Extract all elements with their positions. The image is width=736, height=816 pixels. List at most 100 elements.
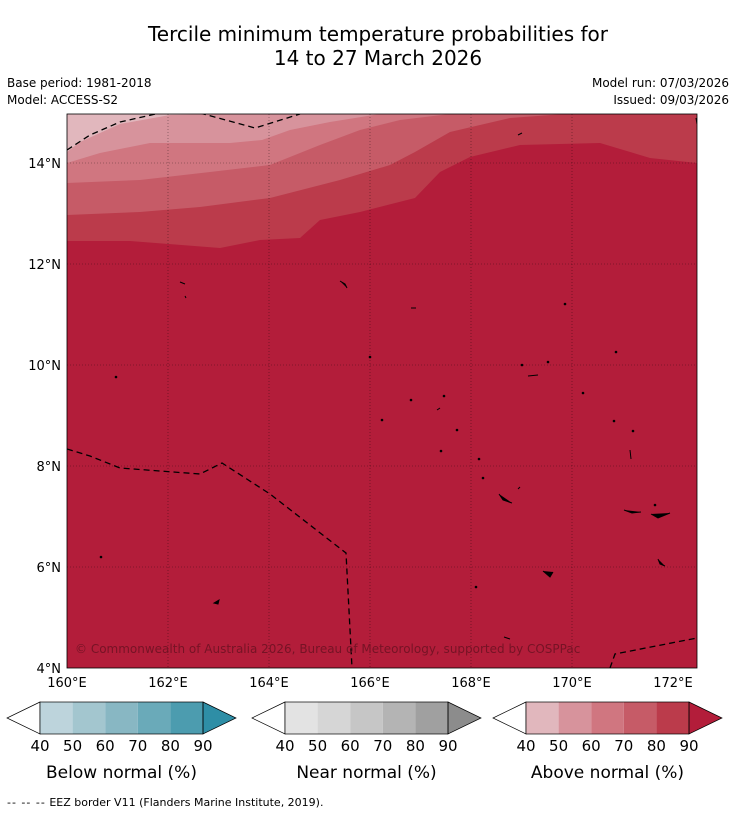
colorbars: 40 50 60 70 80 90 Below normal (%) 40 50 60 70 80 90… (6, 701, 723, 783)
colorbar-title: Below normal (%) (46, 763, 197, 783)
colorbar-tick-label: 60 (341, 737, 360, 755)
island (614, 350, 618, 354)
eez-border-southeast (609, 637, 697, 668)
colorbar-tick-label: 70 (373, 737, 392, 755)
colorbar-tick-label: 40 (516, 737, 535, 755)
contour-40 (67, 114, 215, 152)
meta-right: Model run: 07/03/2026 Issued: 09/03/2026 (592, 75, 729, 109)
colorbar-segment (382, 702, 416, 734)
colorbar-tick-label: 90 (193, 737, 212, 755)
colorbar-segment (558, 702, 592, 734)
lon-label-164e: 164°E (249, 676, 289, 691)
island (517, 132, 523, 136)
colorbar-segment (591, 702, 624, 734)
island (498, 493, 513, 504)
island (657, 558, 666, 567)
colorbar-title: Near normal (%) (296, 763, 436, 783)
colorbar-below: 40 50 60 70 80 90 Below normal (%) (6, 701, 237, 783)
colorbar-tick-label: 90 (679, 737, 698, 755)
map-frame (66, 113, 698, 669)
island (184, 295, 187, 299)
meta-left: Base period: 1981-2018 Model: ACCESS-S2 (7, 75, 152, 109)
lon-labels: 160°E 162°E 164°E 166°E 168°E 170°E 172°… (47, 676, 693, 691)
colorbar-extension-low (492, 701, 527, 735)
colorbar-segment (285, 702, 318, 734)
title-line-1: Tercile minimum temperature probabilitie… (147, 22, 609, 46)
island (563, 302, 567, 306)
colorbar-segment (350, 702, 383, 734)
lon-label-172e: 172°E (653, 676, 693, 691)
colorbar-segment (623, 702, 657, 734)
island (179, 281, 186, 285)
footer-legend: -- -- -- EEZ border V11 (Flanders Marine… (7, 796, 323, 809)
colorbar-tick-label: 40 (30, 737, 49, 755)
lat-label-4n: 4°N (37, 662, 62, 677)
colorbar-tick-label: 80 (406, 737, 425, 755)
island (653, 503, 657, 507)
colorbar-tick-label: 50 (549, 737, 568, 755)
lon-label-162e: 162°E (148, 676, 188, 691)
island (114, 375, 118, 379)
island (581, 391, 585, 395)
colorbar-tick-label: 70 (128, 737, 147, 755)
colorbar-tick-label: 70 (614, 737, 633, 755)
lon-label-166e: 166°E (350, 676, 390, 691)
issued-date: Issued: 09/03/2026 (613, 93, 729, 107)
island (474, 585, 478, 589)
island (631, 429, 635, 433)
island (629, 449, 632, 460)
colorbar-title: Above normal (%) (531, 763, 684, 783)
colorbar-segment (170, 702, 203, 734)
colorbar-tick-label: 60 (582, 737, 601, 755)
lon-label-160e: 160°E (47, 676, 87, 691)
lat-label-6n: 6°N (37, 561, 62, 576)
colorbar-above: 40 50 60 70 80 90 Above normal (%) (492, 701, 723, 783)
title-line-2: 14 to 27 March 2026 (273, 46, 483, 70)
colorbar-tick-label: 80 (647, 737, 666, 755)
island (520, 363, 524, 367)
island (339, 280, 348, 289)
island (623, 509, 671, 519)
colorbar-segment (317, 702, 351, 734)
colorbar-tick-label: 60 (96, 737, 115, 755)
colorbar-tick-label: 50 (308, 737, 327, 755)
eez-dash-sample: -- -- -- (7, 796, 46, 809)
island (436, 407, 441, 411)
colorbar-frame (39, 701, 204, 735)
colorbar-segment (137, 702, 171, 734)
colorbar-tick-label: 80 (161, 737, 180, 755)
island (612, 419, 616, 423)
colorbar-segment (105, 702, 138, 734)
colorbar-segment (526, 702, 559, 734)
island (477, 457, 481, 461)
island (455, 428, 459, 432)
island (546, 360, 550, 364)
island (503, 636, 511, 640)
lon-label-168e: 168°E (451, 676, 491, 691)
eez-legend-text: EEZ border V11 (Flanders Marine Institut… (49, 796, 324, 809)
colorbar-tick-label: 40 (275, 737, 294, 755)
lat-label-12n: 12°N (28, 258, 61, 273)
colorbar-frame (525, 701, 690, 735)
island (517, 486, 521, 490)
island (542, 570, 554, 578)
chart-title: Tercile minimum temperature probabilitie… (10, 22, 736, 70)
island (212, 598, 220, 605)
island (368, 355, 372, 359)
colorbar-segment (72, 702, 106, 734)
colorbar-frame (284, 701, 449, 735)
island (527, 374, 539, 377)
colorbar-extension-high (447, 701, 482, 735)
colorbar-extension-low (6, 701, 41, 735)
colorbar-extension-high (688, 701, 723, 735)
island (481, 476, 485, 480)
eez-border-north (67, 114, 159, 151)
colorbar-tick-label: 90 (438, 737, 457, 755)
colorbar-extension-high (202, 701, 237, 735)
island (442, 394, 446, 398)
island (380, 418, 384, 422)
colorbar-extension-low (251, 701, 286, 735)
colorbar-segment (40, 702, 73, 734)
island (439, 449, 443, 453)
